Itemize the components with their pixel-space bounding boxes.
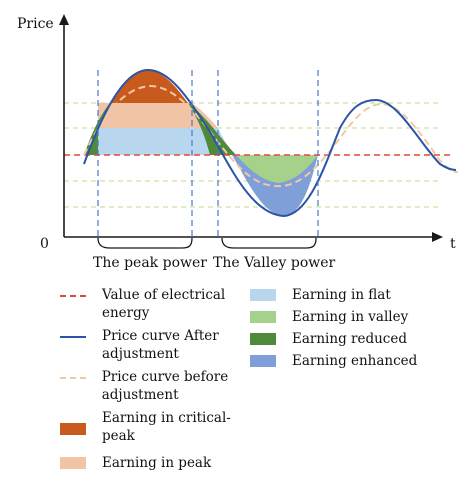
area-earning-valley: [236, 155, 318, 183]
legend-label: Earning in critical-peak: [102, 410, 231, 444]
valley-power-bracket: [221, 237, 317, 249]
price-curve-after-adjustment: [83, 68, 457, 218]
y-axis-arrowhead: [59, 14, 69, 25]
legend-swatch-peach: [60, 457, 86, 469]
legend-label: Value of electrical energy: [102, 287, 226, 321]
legend-label: Earning in valley: [292, 309, 409, 325]
y-axis-label: Price: [17, 16, 54, 32]
legend-label: Earning enhanced: [292, 353, 418, 369]
legend-label: Earning reduced: [292, 331, 407, 347]
legend-item-enhanced: Earning enhanced: [250, 352, 417, 370]
legend-swatch-blue-solid: [60, 336, 86, 338]
legend-item-flat: Earning in flat: [250, 286, 391, 304]
legend-label: Earning in flat: [292, 287, 391, 303]
legend-item-reduced: Earning reduced: [250, 330, 407, 348]
legend-item-after-adjustment: Price curve After adjustment: [60, 327, 240, 363]
peak-power-label: The peak power: [93, 255, 207, 271]
area-earning-flat: [98, 128, 232, 155]
legend-label: Price curve After adjustment: [102, 328, 219, 362]
price-curve-before-adjustment: [83, 84, 459, 188]
legend-item-before-adjustment: Price curve before adjustment: [60, 368, 240, 404]
x-axis-label: t: [450, 236, 456, 252]
area-earning-peak: [98, 103, 218, 128]
vertical-guide-lines: [97, 70, 319, 238]
legend-swatch-blue: [250, 355, 276, 367]
legend-swatch-light-blue: [250, 289, 276, 301]
legend-label: Earning in peak: [102, 455, 212, 471]
legend-swatch-peach-dashed: [60, 377, 86, 379]
legend-swatch-light-green: [250, 311, 276, 323]
legend-swatch-orange: [60, 423, 86, 435]
valley-power-label: The Valley power: [213, 255, 336, 271]
legend-label: Price curve before adjustment: [101, 369, 229, 403]
legend-item-valley: Earning in valley: [250, 308, 408, 326]
legend-item-peak: Earning in peak: [60, 454, 240, 472]
legend-item-electrical-energy: Value of electrical energy: [60, 286, 240, 322]
legend-swatch-dark-green: [250, 333, 276, 345]
peak-power-bracket: [97, 237, 193, 249]
x-axis-arrowhead: [432, 232, 443, 242]
legend-swatch-red-dashed: [60, 295, 86, 297]
origin-label: 0: [40, 236, 49, 252]
legend-item-critical-peak: Earning in critical-peak: [60, 409, 240, 445]
